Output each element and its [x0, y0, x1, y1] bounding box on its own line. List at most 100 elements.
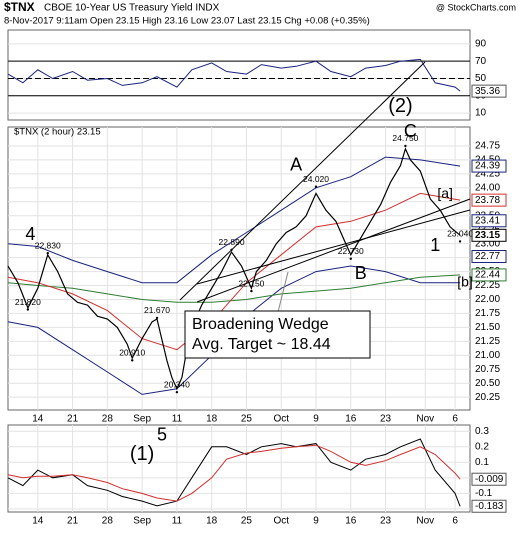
value-marker-label: -0.009	[475, 474, 504, 485]
panel-frame	[7, 126, 471, 411]
point-marker	[26, 308, 30, 311]
y-tick-label: 22.25	[475, 280, 500, 291]
value-marker	[471, 268, 507, 282]
trend-line	[179, 61, 426, 301]
x-tick-label: 21	[67, 414, 79, 425]
point-marker	[130, 359, 134, 362]
stats: 8-Nov-2017 9:11am Open 23.15 High 23.16 …	[4, 16, 370, 27]
point-marker	[404, 144, 407, 148]
x-tick-label: 16	[345, 516, 357, 527]
value-marker-label: 22.77	[475, 251, 500, 262]
x-tick-label: Sep	[133, 414, 151, 425]
arrow	[277, 271, 289, 313]
value-marker	[471, 84, 507, 98]
trend-lines	[179, 61, 471, 313]
y-tick-label: 24.75	[475, 141, 500, 152]
x-tick-label: Oct	[273, 516, 289, 527]
point-label: 20.340	[164, 379, 190, 389]
y-tick-label: 90	[475, 38, 487, 49]
value-marker-label: 23.41	[475, 215, 500, 226]
value-marker	[471, 472, 507, 486]
trend-line	[196, 209, 471, 285]
value-marker-label: 22.44	[475, 270, 500, 281]
x-tick-label: 6	[452, 516, 458, 527]
y-tick-label: 20.25	[475, 392, 500, 403]
series-line	[7, 147, 461, 391]
wave-label: 4	[25, 224, 35, 244]
value-marker-label: -0.183	[475, 501, 504, 512]
panel-frame	[7, 424, 471, 513]
series-line	[7, 438, 461, 507]
annotation-box	[184, 310, 371, 359]
plot-layer: 103050709035.36142128Sep111825Oct91623No…	[7, 38, 507, 527]
x-tick-label: Nov	[416, 414, 434, 425]
x-tick-label: 9	[313, 414, 319, 425]
point-marker	[175, 390, 179, 394]
x-tick-label: 16	[345, 414, 357, 425]
y-tick-label: 50	[475, 73, 487, 84]
x-tick-label: 25	[241, 516, 253, 527]
point-label: 24.020	[303, 174, 329, 184]
value-marker-label: 23.15	[475, 230, 500, 241]
x-tick-label: Oct	[273, 414, 289, 425]
x-tick-label: Sep	[133, 516, 151, 527]
point-label: 22.890	[219, 237, 245, 247]
wave-label: C	[404, 121, 417, 141]
wave-label: 1	[430, 235, 440, 255]
point-marker	[314, 185, 318, 188]
y-tick-label: 0.3	[475, 426, 489, 437]
y-tick-label: 21.25	[475, 336, 500, 347]
wave-label: [a]	[437, 185, 453, 201]
x-tick-label: 11	[172, 414, 183, 425]
x-tick-label: 9	[313, 516, 319, 527]
wave-label: A	[290, 154, 302, 174]
y-tick-label: 20.75	[475, 364, 500, 375]
y-tick-label: 24.00	[475, 182, 500, 193]
x-tick-label: 23	[380, 516, 392, 527]
y-tick-label: 10	[475, 108, 487, 119]
value-marker-label: 35.36	[475, 86, 500, 97]
series-line	[7, 156, 461, 284]
y-tick-label: 20.50	[475, 378, 500, 389]
credit: @ StockCharts.com	[436, 2, 516, 12]
wave-label: (1)	[130, 443, 154, 465]
wave-label: (2)	[388, 95, 412, 117]
value-marker	[471, 499, 507, 513]
y-tick-label: 21.00	[475, 350, 500, 361]
point-marker	[250, 289, 253, 293]
y-tick-label: -0.1	[475, 488, 493, 499]
series-line	[7, 192, 461, 351]
y-tick-label: 21.75	[475, 308, 500, 319]
series-line	[7, 274, 461, 303]
legend: $TNX (2 hour) 23.15	[14, 127, 101, 138]
point-label: 24.750	[392, 133, 418, 143]
x-tick-label: 14	[32, 414, 44, 425]
symbol: $TNX	[4, 0, 35, 14]
value-marker	[471, 214, 507, 228]
x-tick-label: 18	[206, 414, 218, 425]
point-marker	[46, 251, 49, 255]
value-marker-label: 23.78	[475, 195, 500, 206]
x-tick-label: 28	[102, 414, 114, 425]
annotation: Broadening Wedge	[192, 316, 329, 333]
y-tick-label: 70	[475, 56, 487, 67]
y-tick-label: 24.25	[475, 169, 500, 180]
point-label: 23.040	[447, 229, 473, 239]
point-label: 21.670	[144, 305, 170, 315]
chart-title: CBOE 10-Year US Treasury Yield INDX	[44, 3, 220, 14]
panel-frame	[7, 29, 471, 121]
series-line	[7, 444, 461, 502]
wave-label: [b]	[457, 273, 473, 289]
point-label: 20.910	[119, 348, 145, 358]
x-tick-label: 28	[102, 516, 114, 527]
x-tick-label: 14	[32, 516, 44, 527]
y-tick-label: 0.2	[475, 441, 489, 452]
x-tick-label: Nov	[416, 516, 434, 527]
value-marker-label: 24.39	[475, 161, 500, 172]
y-tick-label: 22.00	[475, 294, 500, 305]
value-marker	[471, 228, 507, 242]
point-label: 22.730	[338, 246, 364, 256]
annotation: Avg. Target ~ 18.44	[192, 336, 331, 353]
